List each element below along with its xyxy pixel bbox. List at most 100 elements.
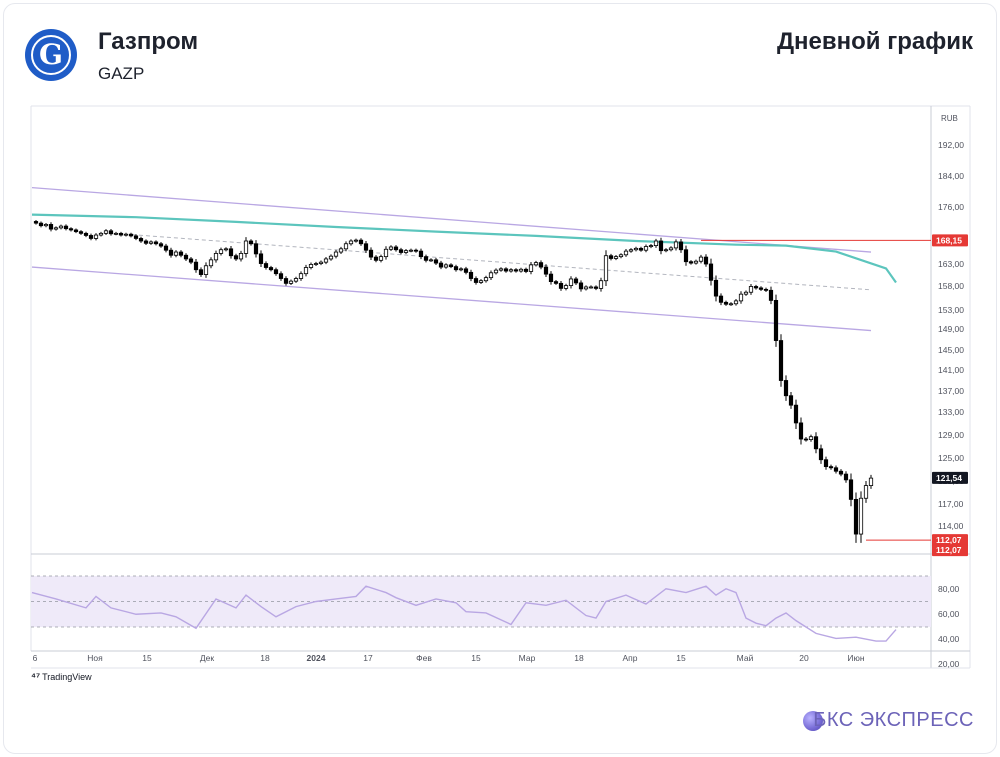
x-tick-label: Июн (847, 653, 864, 663)
currency-label: RUB (941, 114, 958, 123)
candle-body (828, 466, 834, 469)
candle-body (98, 232, 104, 236)
candle-body (663, 249, 669, 252)
candle-body (783, 380, 789, 397)
candle-body (588, 286, 594, 289)
candle-body (313, 263, 319, 265)
tradingview-label: TradingView (42, 672, 92, 682)
candle-body (398, 249, 404, 253)
logo-ring (31, 35, 71, 75)
candle-body (143, 240, 149, 244)
candle-body (123, 233, 129, 236)
candle-body (513, 269, 519, 272)
candle-body (388, 246, 394, 250)
candle-body (543, 266, 549, 275)
tradingview-icon: ⁴⁷ (31, 672, 41, 683)
candle-body (508, 269, 514, 272)
candle-body (488, 272, 494, 279)
y-tick-label: 129,00 (938, 430, 964, 440)
candle-body (238, 253, 244, 260)
candle-body (403, 250, 409, 253)
plot-area (31, 106, 931, 651)
candle-body (793, 404, 799, 424)
candle-body (753, 286, 759, 289)
price-label-text: 112,07 (936, 545, 962, 555)
candle-body (523, 268, 529, 272)
candle-body (93, 234, 99, 239)
candle-body (208, 259, 214, 267)
logo-glyph: G (39, 38, 63, 71)
candle-body (353, 239, 359, 242)
candle-body (318, 261, 324, 264)
candle-body (473, 278, 479, 283)
candle-body (148, 241, 154, 244)
candle-body (498, 268, 504, 271)
candle-body (678, 241, 684, 251)
candle-body (43, 224, 49, 227)
candle-body (288, 280, 294, 284)
y-tick-label: 176,00 (938, 202, 964, 212)
candle-body (363, 243, 369, 251)
candle-body (458, 268, 464, 271)
price-label-box (932, 534, 968, 547)
candle-body (328, 255, 334, 260)
candle-body (743, 291, 749, 295)
candle-body (668, 247, 674, 251)
x-tick-label: 17 (363, 653, 373, 663)
candle-body (768, 289, 774, 301)
candle-body (708, 263, 714, 281)
tradingview-attribution[interactable]: ⁴⁷ TradingView (31, 672, 92, 683)
candle-body (323, 258, 329, 263)
candle-body (603, 255, 609, 282)
candle-body (758, 287, 764, 290)
candle-body (63, 225, 69, 230)
candle-body (683, 249, 689, 263)
candle-body (348, 240, 354, 245)
candle-body (738, 293, 744, 302)
x-tick-label: Мар (519, 653, 536, 663)
x-tick-label: 18 (260, 653, 270, 663)
y-tick-label: 145,00 (938, 345, 964, 355)
candle-body (553, 281, 559, 284)
candle-body (283, 278, 289, 284)
candle-body (58, 225, 64, 229)
candle-body (653, 240, 659, 246)
candle-body (278, 273, 284, 279)
candle-body (628, 249, 634, 252)
channel-mid-line (131, 234, 872, 291)
candle-body (163, 245, 169, 251)
candle-body (838, 470, 844, 475)
candle-body (443, 264, 449, 268)
candle-body (788, 395, 794, 406)
candle-body (503, 268, 509, 272)
x-tick-label: Дек (200, 653, 214, 663)
candle-body (538, 262, 544, 268)
candle-body (293, 278, 299, 282)
candle-body (308, 264, 314, 268)
candle-body (453, 266, 459, 271)
candle-body (113, 232, 119, 235)
x-tick-label: Апр (623, 653, 638, 663)
candle-body (858, 497, 864, 535)
x-tick-label: 15 (142, 653, 152, 663)
candle-body (408, 249, 414, 252)
x-tick-label: 20 (799, 653, 809, 663)
candle-body (183, 254, 189, 260)
rsi-y-tick-label: 80,00 (938, 584, 960, 594)
candle-body (423, 256, 429, 261)
candle-body (868, 477, 874, 486)
gazprom-logo: G (25, 29, 77, 81)
candle-body (658, 240, 664, 252)
candle-body (168, 249, 174, 256)
candle-body (428, 259, 434, 262)
candle-body (718, 295, 724, 303)
candle-body (213, 253, 219, 261)
x-tick-label: 18 (574, 653, 584, 663)
candle-body (223, 248, 229, 251)
bks-logo-icon (803, 711, 823, 731)
candle-body (773, 299, 779, 341)
y-tick-label: 158,00 (938, 281, 964, 291)
y-tick-label: 125,00 (938, 453, 964, 463)
candle-body (53, 227, 59, 230)
